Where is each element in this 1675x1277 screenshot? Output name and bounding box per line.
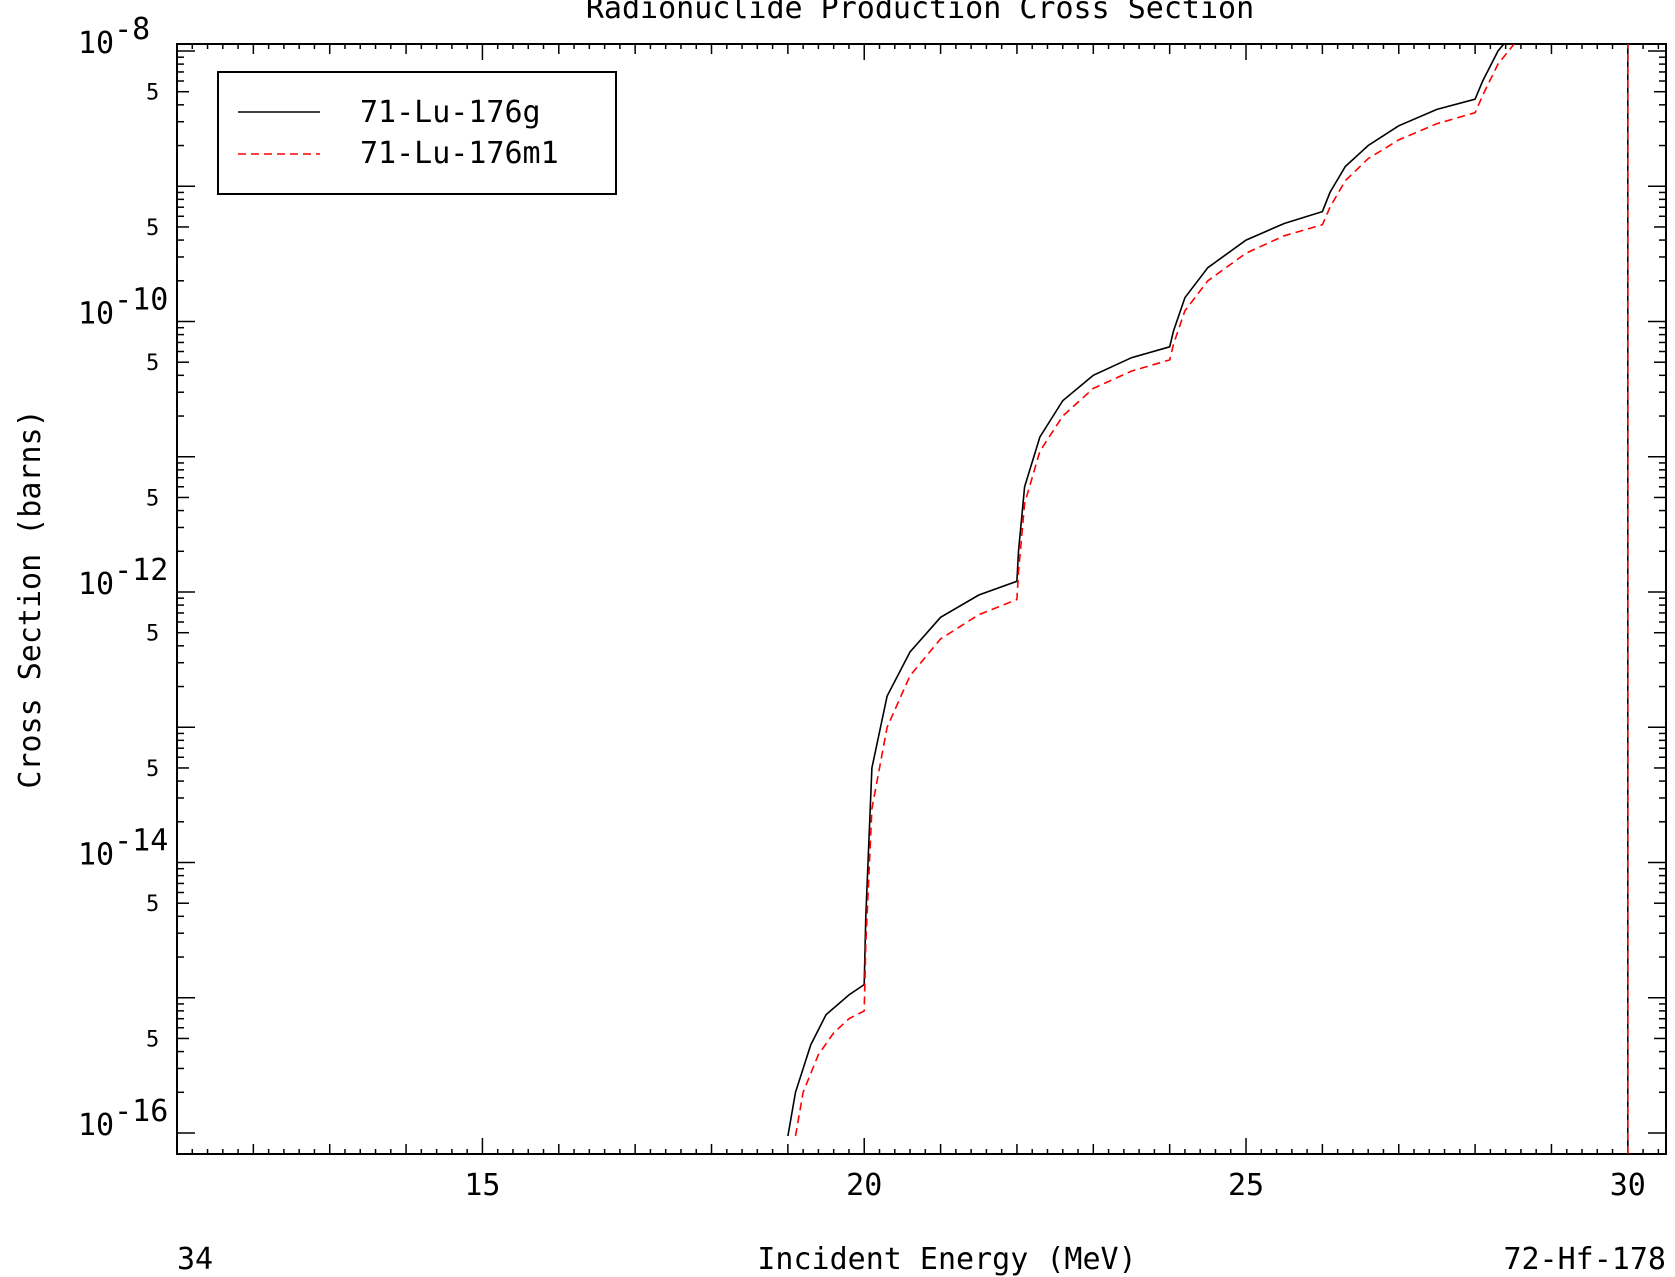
y-minor-label: 5	[146, 216, 159, 241]
x-tick-labels: 15 20 25 30	[464, 1168, 1646, 1203]
y-tick-base: 10	[78, 26, 114, 61]
y-tick-base: 10	[78, 567, 114, 602]
y-tick-exponent: -8	[114, 12, 150, 47]
series-layer	[787, 44, 1629, 1154]
y-tick-label: 10-12	[78, 553, 168, 602]
legend-label-lu176m1: 71-Lu-176m1	[360, 136, 559, 171]
x-tick-label: 30	[1610, 1168, 1646, 1203]
chart-title: Radionuclide Production Cross Section	[586, 0, 1254, 26]
y-minor-label: 5	[146, 757, 159, 782]
series-line-lu176g	[787, 44, 1629, 1154]
legend-box	[217, 71, 617, 195]
x-tick-label: 25	[1228, 1168, 1264, 1203]
y-minor-label: 5	[146, 486, 159, 511]
plot-frame	[176, 43, 1667, 1155]
y-tick-label: 10-16	[78, 1094, 168, 1143]
y-tick-exponent: -16	[114, 1094, 168, 1129]
legend-label-lu176g: 71-Lu-176g	[360, 95, 541, 130]
y-tick-exponent: -10	[114, 283, 168, 318]
legend: 71-Lu-176g 71-Lu-176m1	[217, 71, 617, 195]
y-tick-base: 10	[78, 838, 114, 873]
y-minor-label: 5	[146, 1027, 159, 1052]
axis-ticks	[176, 44, 1666, 1154]
series-line-lu176m1	[794, 44, 1629, 1154]
y-tick-label: 10-8	[78, 12, 150, 61]
y-tick-base: 10	[78, 297, 114, 332]
footer-right: 72-Hf-178	[1503, 1242, 1666, 1277]
x-axis-label: Incident Energy (MeV)	[757, 1242, 1136, 1277]
y-tick-base: 10	[78, 1108, 114, 1143]
y-tick-label: 10-10	[78, 283, 168, 332]
y-axis-label: Cross Section (barns)	[13, 409, 48, 788]
y-minor-label: 5	[146, 622, 159, 647]
y-tick-label: 10-14	[78, 824, 168, 873]
y-minor-label: 5	[146, 892, 159, 917]
y-tick-exponent: -12	[114, 553, 168, 588]
footer-left: 34	[177, 1242, 213, 1277]
y-tick-exponent: -14	[114, 824, 168, 859]
y-minor-label: 5	[146, 81, 159, 106]
x-tick-label: 15	[464, 1168, 500, 1203]
y-minor-label: 5	[146, 351, 159, 376]
x-tick-label: 20	[846, 1168, 882, 1203]
